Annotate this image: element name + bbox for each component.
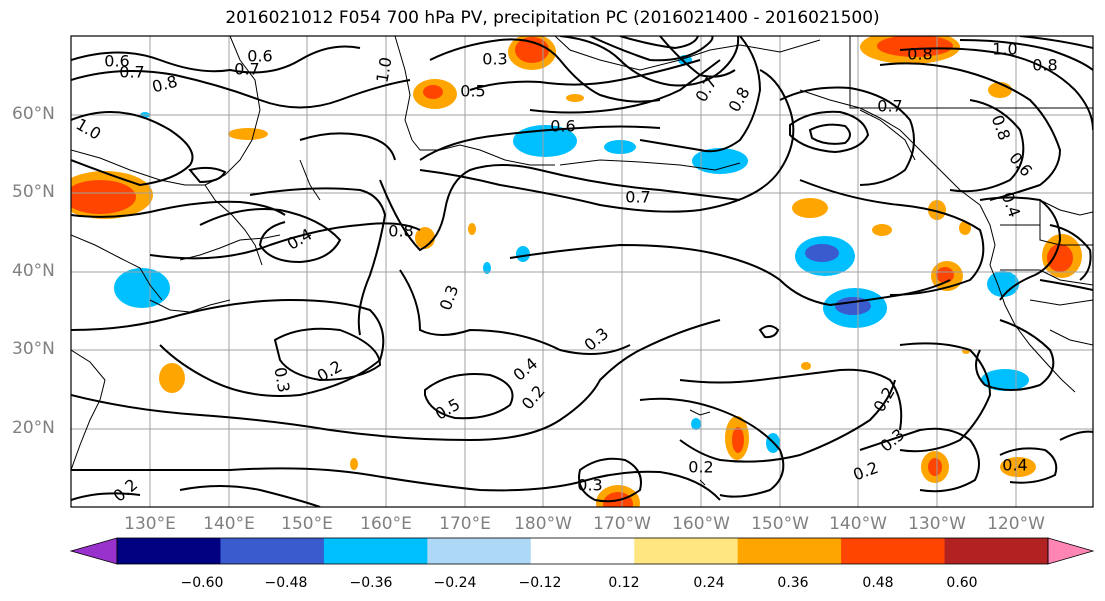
colorbar-tick-label: −0.12	[518, 575, 562, 591]
contour-label: 0.4	[1002, 456, 1027, 475]
contour-label: 1.0	[372, 56, 395, 84]
contour-label: 1.0	[992, 40, 1017, 59]
contour-label: 0.6	[104, 52, 129, 71]
colorbar-segment	[634, 538, 739, 564]
lon-label-180w: 180°W	[514, 514, 572, 534]
lon-label-160w: 160°W	[672, 514, 730, 534]
lon-label-170w: 170°W	[593, 514, 651, 534]
coastlines	[71, 36, 1093, 486]
colorbar-segment	[117, 538, 221, 564]
colorbar-tick-label: 0.60	[946, 575, 978, 591]
colorbar-tick-label: −0.60	[180, 575, 224, 591]
colorbar-tick-label: −0.48	[264, 575, 308, 591]
map-frame	[70, 35, 1094, 508]
contour-label: 0.7	[877, 97, 902, 116]
contour-label: 0.7	[119, 63, 144, 82]
colorbar-tick-label: 0.48	[862, 575, 894, 591]
colorbar-tick-label: −0.24	[433, 575, 477, 591]
colorbar-segment	[427, 538, 532, 564]
lon-label-150e: 150°E	[281, 514, 333, 534]
lat-label-60n: 60°N	[12, 104, 55, 124]
contour-label: 0.3	[482, 50, 507, 69]
lon-label-150w: 150°W	[751, 514, 809, 534]
lon-label-120w: 120°W	[987, 514, 1045, 534]
colorbar-arrow-high	[1047, 537, 1095, 565]
colorbar-segment	[323, 538, 428, 564]
contour-label: 0.8	[1032, 56, 1057, 75]
colorbar-tick-label: 0.36	[777, 575, 809, 591]
contour-label: 0.6	[550, 117, 575, 136]
lat-label-20n: 20°N	[12, 418, 55, 438]
colorbar-segment	[841, 538, 946, 564]
contour-label: 0.5	[460, 82, 485, 101]
colorbar-segment	[220, 538, 325, 564]
pv-contours	[71, 36, 1093, 507]
colorbar-segment	[737, 538, 842, 564]
colorbar-tick-label: −0.36	[349, 575, 393, 591]
colorbar-tick-label: 0.24	[693, 575, 725, 591]
colorbar-border	[116, 537, 1049, 565]
contour-label: 0.7	[625, 188, 650, 207]
contour-label: 0.8	[907, 45, 932, 64]
lon-label-140w: 140°W	[829, 514, 887, 534]
colorbar-tick-label: 0.12	[608, 575, 640, 591]
contour-label: 0.7	[234, 60, 259, 79]
lon-label-130e: 130°E	[124, 514, 176, 534]
lon-label-140e: 140°E	[203, 514, 255, 534]
lat-label-30n: 30°N	[12, 339, 55, 359]
colorbar	[69, 537, 1095, 565]
colorbar-segment	[944, 538, 1049, 564]
contour-label: 0.3	[577, 476, 602, 495]
lat-label-40n: 40°N	[12, 261, 55, 281]
contour-label: 0.6	[247, 47, 272, 66]
colorbar-arrow-low	[69, 537, 118, 565]
lat-label-50n: 50°N	[12, 182, 55, 202]
map-title: 2016021012 F054 700 hPa PV, precipitatio…	[225, 8, 880, 28]
lon-label-160e: 160°E	[360, 514, 412, 534]
colorbar-segment	[530, 538, 635, 564]
lon-label-130w: 130°W	[908, 514, 966, 534]
lon-label-170e: 170°E	[439, 514, 491, 534]
contour-label: 0.8	[388, 222, 413, 241]
contour-label: 0.2	[688, 458, 713, 477]
contour-label: 0.3	[270, 366, 293, 394]
